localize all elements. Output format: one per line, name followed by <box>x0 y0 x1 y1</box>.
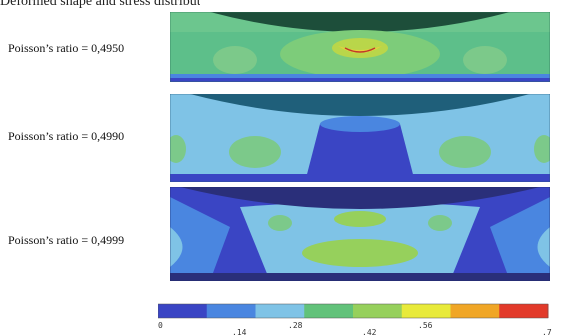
colorbar-tick-upper-2: .42 <box>362 328 377 336</box>
colorbar-tick-lower-2: .28 <box>288 321 303 330</box>
colorbar-swatch <box>401 304 451 318</box>
bottom-edge <box>170 273 550 281</box>
figure-caption: Deformed shape and stress distribution <box>0 0 200 9</box>
indenter-shape <box>190 94 530 116</box>
colorbar-swatch <box>304 304 354 318</box>
left-edge-zone <box>170 135 186 163</box>
left-edge-zone <box>170 227 183 267</box>
indenter-shape <box>180 187 540 209</box>
poisson-label-3: Poisson’s ratio = 0,4999 <box>8 233 125 247</box>
fem-contour-plot-3 <box>170 187 550 281</box>
fem-contour-plot-1 <box>170 12 550 82</box>
left-lobe <box>229 136 281 168</box>
colorbar-tick-upper-1: .14 <box>232 328 247 336</box>
peak-stress-line <box>344 47 376 53</box>
colorbar-outline <box>158 303 549 319</box>
contact-zone <box>334 211 386 227</box>
compression-core <box>305 124 415 182</box>
peak-stress-zone <box>338 46 382 53</box>
bottom-edge <box>170 78 550 82</box>
colorbar-swatch <box>255 304 305 318</box>
colorbar-tick-upper-3: .7 <box>542 328 552 336</box>
right-lobe <box>439 136 491 168</box>
right-region <box>490 197 550 281</box>
colorbar-tick-lower-3: .56 <box>418 321 433 330</box>
contact-zone <box>320 116 400 132</box>
colorbar-swatch <box>499 304 549 318</box>
right-edge-zone <box>537 227 550 267</box>
colorbar-swatch <box>158 304 208 318</box>
bottom-edge <box>170 174 550 182</box>
left-lobe <box>268 215 292 231</box>
fem-contour-plot-2 <box>170 94 550 182</box>
colorbar-swatches <box>158 303 549 319</box>
right-lobe <box>463 46 507 74</box>
left-region <box>170 197 230 281</box>
colorbar-tick-lower-1: 0 <box>158 321 163 330</box>
right-lobe <box>428 215 452 231</box>
poisson-label-2: Poisson’s ratio = 0,4990 <box>8 129 125 143</box>
left-lobe <box>213 46 257 74</box>
colorbar-swatch <box>450 304 500 318</box>
colorbar-swatch <box>206 304 256 318</box>
high-stress-zone <box>332 38 388 58</box>
indenter-shape <box>210 12 510 32</box>
poisson-label-1: Poisson’s ratio = 0,4950 <box>8 41 125 55</box>
stress-colorbar: 0 .28 .56 .14 .42 .7 <box>158 303 552 336</box>
mid-stress-zone <box>302 239 418 267</box>
colorbar-swatch <box>353 304 403 318</box>
right-edge-zone <box>534 135 550 163</box>
